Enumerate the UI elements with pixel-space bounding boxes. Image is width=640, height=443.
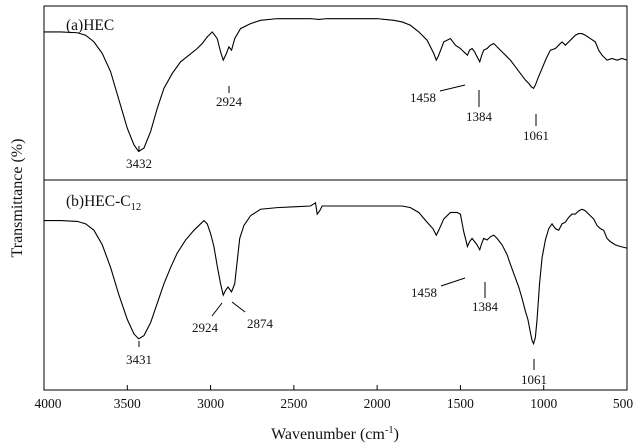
x-axis-title: Wavenumber (cm-1): [271, 425, 399, 443]
ann-a-1061: 1061: [523, 128, 549, 143]
x-tick-label: 2000: [364, 396, 391, 411]
ann-a-2924: 2924: [216, 94, 243, 109]
x-axis-title-main: Wavenumber (cm: [271, 426, 385, 443]
annotations-panel-a: 3432 2924 1458 1384 1061: [126, 84, 549, 171]
x-tick-label: 2500: [280, 396, 307, 411]
x-tick-label: 3000: [197, 396, 224, 411]
ann-line-b-2874: [231, 301, 246, 313]
ann-line-a-1458: [439, 84, 466, 92]
x-tick-label: 1500: [447, 396, 474, 411]
panel-label-b: (b)HEC-C12: [66, 193, 141, 213]
ann-b-1458: 1458: [411, 285, 437, 300]
annotations-panel-b: 3431 2924 2874 1458 1384 1061: [126, 277, 547, 387]
plot-frame: [43, 5, 628, 391]
x-tick-label: 1000: [530, 396, 557, 411]
ann-b-1384: 1384: [472, 299, 499, 314]
x-axis-ticks: 4000 3500 3000 2500 2000 1500 1000 500: [35, 385, 634, 411]
panel-label-b-subscript: 12: [131, 202, 142, 213]
x-axis-title-sup: -1: [385, 425, 394, 436]
x-axis-title-end: ): [394, 426, 399, 443]
panel-label-b-text: (b)HEC-C: [66, 193, 131, 210]
series-line-hec: [44, 18, 628, 153]
ann-a-1458: 1458: [410, 90, 436, 105]
ann-b-2924: 2924: [192, 320, 219, 335]
ann-b-1061: 1061: [521, 372, 547, 387]
series-line-hec-c12: [44, 201, 628, 346]
panel-label-a: (a)HEC: [66, 17, 114, 34]
ann-b-2874: 2874: [247, 316, 274, 331]
x-tick-label: 3500: [114, 396, 141, 411]
x-tick-label: 500: [613, 396, 634, 411]
ann-b-3431: 3431: [126, 352, 152, 367]
ann-line-b-1458: [440, 277, 466, 287]
ann-a-3432: 3432: [126, 156, 152, 171]
ann-a-1384: 1384: [466, 109, 493, 124]
y-axis-title: Transmittance (%): [9, 139, 26, 258]
ann-line-b-2924: [211, 302, 223, 317]
x-tick-label: 4000: [35, 396, 62, 411]
